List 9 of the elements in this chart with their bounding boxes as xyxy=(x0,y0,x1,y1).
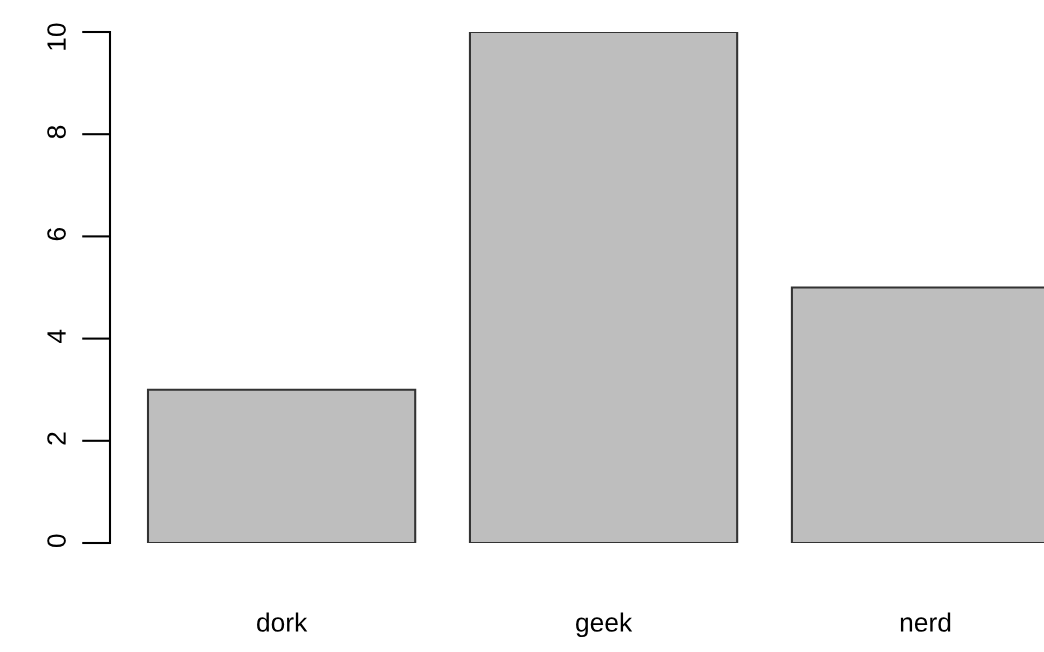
y-tick-label: 0 xyxy=(47,534,66,548)
x-tick-label: nerd xyxy=(900,612,951,632)
y-tick-label: 4 xyxy=(47,329,66,344)
y-tick-label: 6 xyxy=(47,228,66,241)
x-tick-label: dork xyxy=(257,612,308,632)
y-tick-label: 2 xyxy=(47,432,66,445)
x-tick-label: geek xyxy=(576,612,633,638)
y-tick-label: 8 xyxy=(47,125,66,139)
y-tick-label: 10 xyxy=(47,23,66,50)
